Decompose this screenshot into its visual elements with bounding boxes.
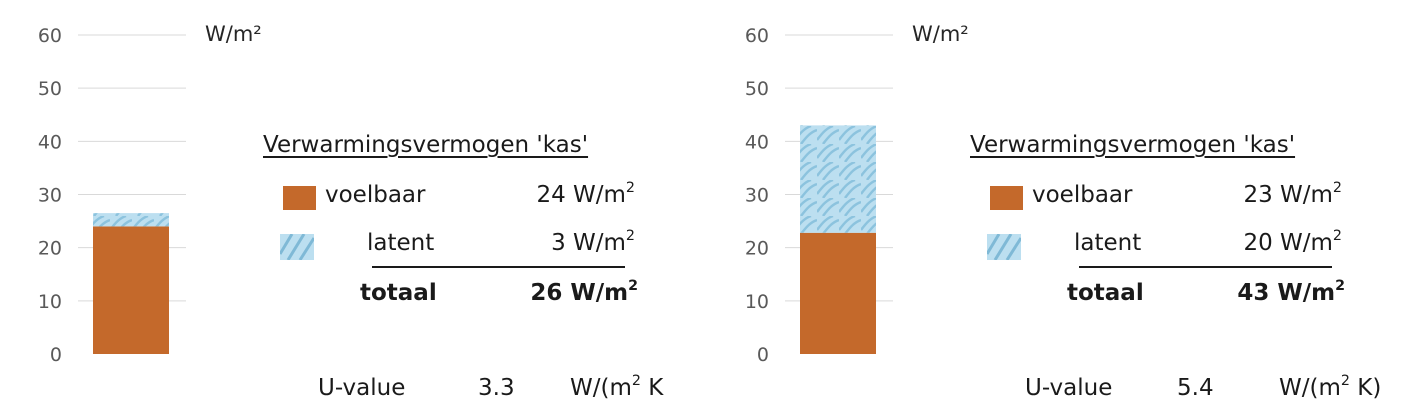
legend-value-total: 26 W/m2 — [530, 278, 638, 306]
legend-swatch-voelbaar — [283, 186, 316, 210]
u-value-label: U-value — [1025, 375, 1113, 401]
y-tick-label: 50 — [745, 78, 769, 100]
y-tick-label: 30 — [745, 185, 769, 207]
legend-value-latent: 20 W/m2 — [1243, 228, 1342, 256]
legend-label-latent: latent — [1074, 230, 1142, 256]
legend-sum-line — [1079, 266, 1332, 268]
chart-panel-left: 0 10 20 30 40 50 60 W/m² Verwarmingsvermogen '… — [0, 0, 700, 417]
bar-segment-latent — [93, 213, 169, 227]
legend-value-total: 43 W/m2 — [1237, 278, 1345, 306]
y-tick-label: 60 — [38, 25, 62, 47]
u-value-number: 3.3 — [478, 375, 515, 401]
y-tick-label: 10 — [38, 291, 62, 313]
chart-panel-right: 0 10 20 30 40 50 60 W/m² Verwarmingsvermogen '… — [707, 0, 1407, 417]
legend-label-total: totaal — [1067, 280, 1144, 306]
legend-swatch-latent — [280, 234, 314, 260]
legend-label-voelbaar: voelbaar — [325, 182, 426, 208]
u-value-unit: W/(m2 K) — [1279, 373, 1382, 401]
y-tick-label: 20 — [38, 238, 62, 260]
y-tick-label: 40 — [38, 131, 62, 153]
legend-label-latent: latent — [367, 230, 435, 256]
legend-value-voelbaar: 24 W/m2 — [536, 180, 635, 208]
y-tick-label: 60 — [745, 25, 769, 47]
u-value-number: 5.4 — [1177, 375, 1214, 401]
bar-segment-voelbaar — [800, 232, 876, 354]
legend-value-voelbaar: 23 W/m2 — [1243, 180, 1342, 208]
y-tick-label: 50 — [38, 78, 62, 100]
bar-segment-voelbaar — [93, 226, 169, 354]
legend-label-total: totaal — [360, 280, 437, 306]
y-tick-label: 20 — [745, 238, 769, 260]
y-axis-unit-label: W/m² — [205, 22, 262, 46]
y-tick-label: 0 — [50, 344, 62, 366]
legend-swatch-voelbaar — [990, 186, 1023, 210]
bar-segment-latent — [800, 125, 876, 233]
y-tick-label: 10 — [745, 291, 769, 313]
legend-title: Verwarmingsvermogen 'kas' — [970, 132, 1296, 158]
bar-chart-right: 0 10 20 30 40 50 60 — [745, 25, 893, 366]
u-value-label: U-value — [318, 375, 406, 401]
y-axis-unit-label: W/m² — [912, 22, 969, 46]
bar-chart-left: 0 10 20 30 40 50 60 — [38, 25, 186, 366]
legend-label-voelbaar: voelbaar — [1032, 182, 1133, 208]
y-tick-label: 0 — [757, 344, 769, 366]
legend-sum-line — [372, 266, 625, 268]
y-tick-label: 30 — [38, 185, 62, 207]
u-value-unit: W/(m2 K — [570, 373, 664, 401]
legend-swatch-latent — [987, 234, 1021, 260]
legend-value-latent: 3 W/m2 — [551, 228, 635, 256]
y-tick-label: 40 — [745, 131, 769, 153]
legend-title: Verwarmingsvermogen 'kas' — [263, 132, 589, 158]
